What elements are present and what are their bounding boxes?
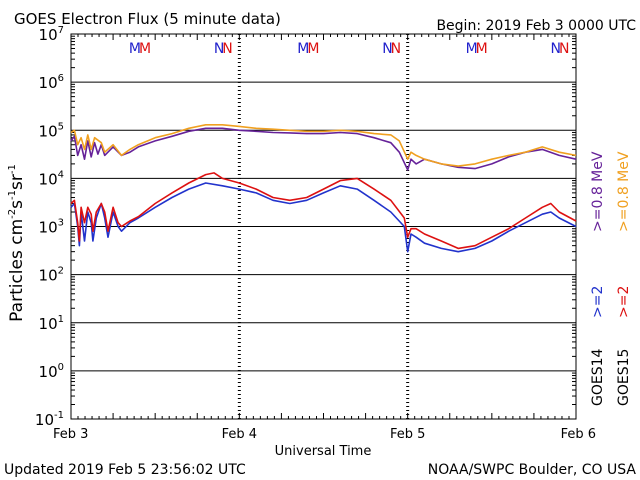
series-line-goes15_08: [70, 124, 577, 167]
y-axis-label-s: s: [7, 200, 27, 209]
y-tick-mantissa: 10: [39, 267, 58, 285]
legend-goes14-label: GOES14: [590, 348, 606, 406]
mn-marker: M: [466, 41, 478, 57]
mn-marker: M: [139, 41, 151, 57]
y-tick-mantissa: 10: [39, 219, 58, 237]
legend-goes14-08: >=0.8 MeV: [590, 151, 606, 232]
y-tick-exponent: 1: [58, 314, 64, 325]
y-tick-exponent: 2: [58, 266, 64, 277]
mn-marker: M: [129, 41, 141, 57]
legend-goes15-08: >=0.8 MeV: [616, 151, 632, 232]
chart-title: GOES Electron Flux (5 minute data): [14, 10, 281, 28]
y-tick-label: 10-1: [35, 410, 64, 429]
mn-marker: M: [307, 41, 319, 57]
mn-marker: N: [214, 41, 224, 57]
plot-area: [70, 33, 577, 420]
x-axis-label: Universal Time: [275, 444, 372, 459]
y-tick-mantissa: 10: [39, 26, 58, 44]
mn-marker: M: [297, 41, 309, 57]
y-axis-label-exp3: -1: [7, 164, 18, 174]
y-tick-exponent: 5: [58, 121, 64, 132]
y-tick-mantissa: 10: [39, 363, 58, 381]
y-axis-label-exp2: -1: [7, 190, 18, 200]
y-tick-mantissa: 10: [39, 122, 58, 140]
y-tick-exponent: -1: [54, 410, 64, 421]
legend-goes15-label: GOES15: [616, 349, 632, 406]
mn-marker: N: [382, 41, 392, 57]
mn-marker: N: [222, 41, 232, 57]
y-axis-label-sr: sr: [7, 174, 27, 190]
mn-marker: N: [559, 41, 569, 57]
y-tick-exponent: 4: [58, 169, 64, 180]
mn-marker: N: [391, 41, 401, 57]
series-line-goes15_2: [70, 172, 577, 250]
y-tick-label: 101: [39, 314, 64, 333]
mn-marker: N: [551, 41, 561, 57]
series-line-goes14_08: [70, 127, 577, 171]
y-tick-exponent: 0: [58, 362, 64, 373]
y-tick-label: 106: [39, 73, 64, 92]
y-tick-exponent: 6: [58, 73, 64, 84]
y-tick-exponent: 7: [58, 25, 64, 36]
y-tick-label: 104: [39, 169, 64, 188]
x-tick-label: Feb 5: [390, 427, 425, 442]
y-tick-mantissa: 10: [39, 315, 58, 333]
legend-goes15-2: >=2: [616, 286, 632, 318]
x-tick-label: Feb 4: [222, 427, 257, 442]
legend: >=0.8 MeV >=0.8 MeV >=2 >=2 GOES14 GOES1…: [590, 151, 632, 406]
series-line-goes14_2: [70, 182, 577, 253]
y-tick-label: 107: [39, 25, 64, 44]
begin-time-label: Begin: 2019 Feb 3 0000 UTC: [436, 18, 636, 34]
y-tick-label: 103: [39, 218, 64, 237]
y-tick-mantissa: 10: [39, 74, 58, 92]
y-tick-label: 105: [39, 121, 64, 140]
x-tick-label: Feb 6: [561, 427, 596, 442]
source-credit: NOAA/SWPC Boulder, CO USA: [428, 462, 637, 478]
y-axis-label-exp1: -2: [7, 209, 18, 219]
y-tick-label: 102: [39, 266, 64, 285]
mn-marker: M: [476, 41, 488, 57]
legend-goes14-2: >=2: [590, 286, 606, 318]
y-axis-label: Particles cm-2s-1sr-1: [7, 164, 27, 322]
y-tick-label: 100: [39, 362, 64, 381]
y-tick-mantissa: 10: [35, 411, 54, 429]
updated-timestamp: Updated 2019 Feb 5 23:56:02 UTC: [4, 462, 246, 478]
x-tick-label: Feb 3: [53, 427, 88, 442]
y-tick-exponent: 3: [58, 218, 64, 229]
y-axis-label-main: Particles cm: [7, 219, 27, 322]
y-tick-mantissa: 10: [39, 170, 58, 188]
